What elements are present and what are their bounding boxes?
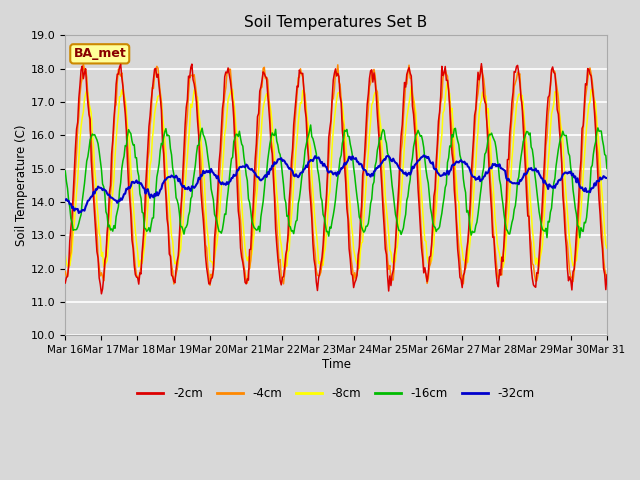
Line: -2cm: -2cm: [65, 64, 607, 294]
-4cm: [556, 114, 563, 120]
-8cm: [317, 268, 324, 274]
-2cm: [291, 109, 299, 115]
-2cm: [97, 291, 105, 297]
-4cm: [232, 144, 240, 149]
-8cm: [444, 78, 451, 84]
-4cm: [461, 265, 469, 271]
-2cm: [231, 142, 239, 147]
-32cm: [392, 160, 399, 166]
-4cm: [206, 282, 214, 288]
-32cm: [231, 173, 239, 179]
Line: -32cm: -32cm: [65, 156, 607, 213]
-16cm: [392, 212, 399, 217]
Title: Soil Temperatures Set B: Soil Temperatures Set B: [244, 15, 428, 30]
Line: -4cm: -4cm: [65, 64, 607, 285]
-8cm: [603, 245, 611, 251]
-4cm: [367, 80, 374, 86]
-16cm: [603, 166, 611, 171]
-16cm: [554, 147, 562, 153]
-8cm: [230, 98, 237, 104]
Line: -8cm: -8cm: [65, 81, 607, 271]
-8cm: [461, 265, 469, 271]
-8cm: [365, 132, 373, 137]
-8cm: [290, 180, 298, 185]
-32cm: [420, 153, 428, 158]
-8cm: [392, 258, 399, 264]
-2cm: [603, 272, 611, 278]
-16cm: [576, 235, 584, 240]
-8cm: [556, 109, 563, 115]
Legend: -2cm, -4cm, -8cm, -16cm, -32cm: -2cm, -4cm, -8cm, -16cm, -32cm: [132, 382, 540, 404]
-32cm: [603, 175, 611, 181]
-16cm: [461, 184, 468, 190]
-8cm: [61, 252, 69, 257]
-16cm: [307, 122, 314, 128]
-2cm: [477, 61, 485, 67]
-2cm: [392, 244, 399, 250]
Y-axis label: Soil Temperature (C): Soil Temperature (C): [15, 125, 28, 246]
-2cm: [365, 75, 373, 81]
-2cm: [461, 270, 468, 276]
-4cm: [292, 108, 300, 113]
-16cm: [61, 168, 69, 174]
-32cm: [461, 161, 469, 167]
-32cm: [365, 172, 373, 178]
X-axis label: Time: Time: [321, 358, 351, 371]
-16cm: [290, 231, 298, 237]
-4cm: [61, 268, 69, 274]
-32cm: [61, 197, 69, 203]
-32cm: [75, 210, 83, 216]
-2cm: [61, 280, 69, 286]
-4cm: [393, 227, 401, 232]
-4cm: [603, 279, 611, 285]
-32cm: [291, 173, 299, 179]
-16cm: [230, 139, 237, 144]
-32cm: [556, 177, 563, 182]
Line: -16cm: -16cm: [65, 125, 607, 238]
-2cm: [556, 128, 563, 133]
-16cm: [365, 212, 373, 218]
-4cm: [79, 61, 87, 67]
Text: BA_met: BA_met: [74, 48, 126, 60]
